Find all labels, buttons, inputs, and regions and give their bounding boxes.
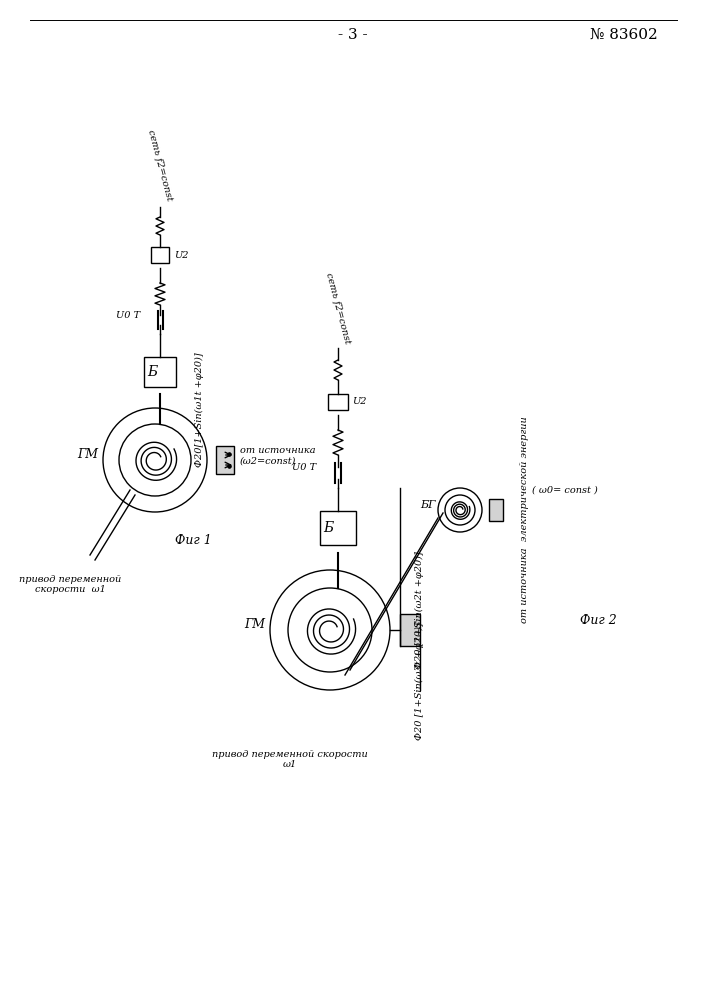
Text: сеть f2=const: сеть f2=const bbox=[146, 129, 174, 202]
Text: U0 T: U0 T bbox=[116, 310, 140, 320]
Text: № 83602: № 83602 bbox=[590, 28, 658, 42]
Text: Фиг 2: Фиг 2 bbox=[580, 613, 617, 626]
Bar bbox=[216, 446, 234, 474]
Bar bbox=[328, 394, 348, 410]
Text: U2: U2 bbox=[174, 250, 189, 259]
Text: ГМ: ГМ bbox=[77, 448, 98, 462]
Text: привод переменной
скорости  ω1: привод переменной скорости ω1 bbox=[19, 575, 121, 594]
Text: сеть f2=const: сеть f2=const bbox=[324, 272, 352, 345]
Bar bbox=[489, 499, 503, 521]
Text: привод переменной скорости
ω1: привод переменной скорости ω1 bbox=[212, 750, 368, 769]
Text: от источника
(ω2=const): от источника (ω2=const) bbox=[240, 446, 315, 466]
Bar bbox=[151, 247, 169, 263]
Text: Б: Б bbox=[147, 365, 157, 379]
Text: ГМ: ГМ bbox=[244, 618, 265, 632]
Text: Φ20[1+Sin(ω1t +φ20)]: Φ20[1+Sin(ω1t +φ20)] bbox=[195, 353, 204, 467]
Text: БГ: БГ bbox=[421, 500, 436, 510]
Text: U2: U2 bbox=[352, 397, 366, 406]
Bar bbox=[400, 614, 420, 646]
Text: от источника  электрической энергии: от источника электрической энергии bbox=[520, 417, 529, 623]
Text: Фиг 1: Фиг 1 bbox=[175, 534, 212, 546]
Text: ( ω0= const ): ( ω0= const ) bbox=[532, 486, 597, 494]
Text: U0 T: U0 T bbox=[292, 464, 316, 473]
Text: Φ20 [1+Sin(ω2t +φ20)]: Φ20 [1+Sin(ω2t +φ20)] bbox=[415, 551, 424, 669]
Text: Φ20 [1+Sin(ω3t +φ20)]': Φ20 [1+Sin(ω3t +φ20)]' bbox=[415, 620, 424, 740]
Bar bbox=[320, 511, 356, 545]
Text: Б: Б bbox=[323, 521, 333, 535]
Bar bbox=[144, 357, 176, 387]
Text: - 3 -: - 3 - bbox=[338, 28, 368, 42]
